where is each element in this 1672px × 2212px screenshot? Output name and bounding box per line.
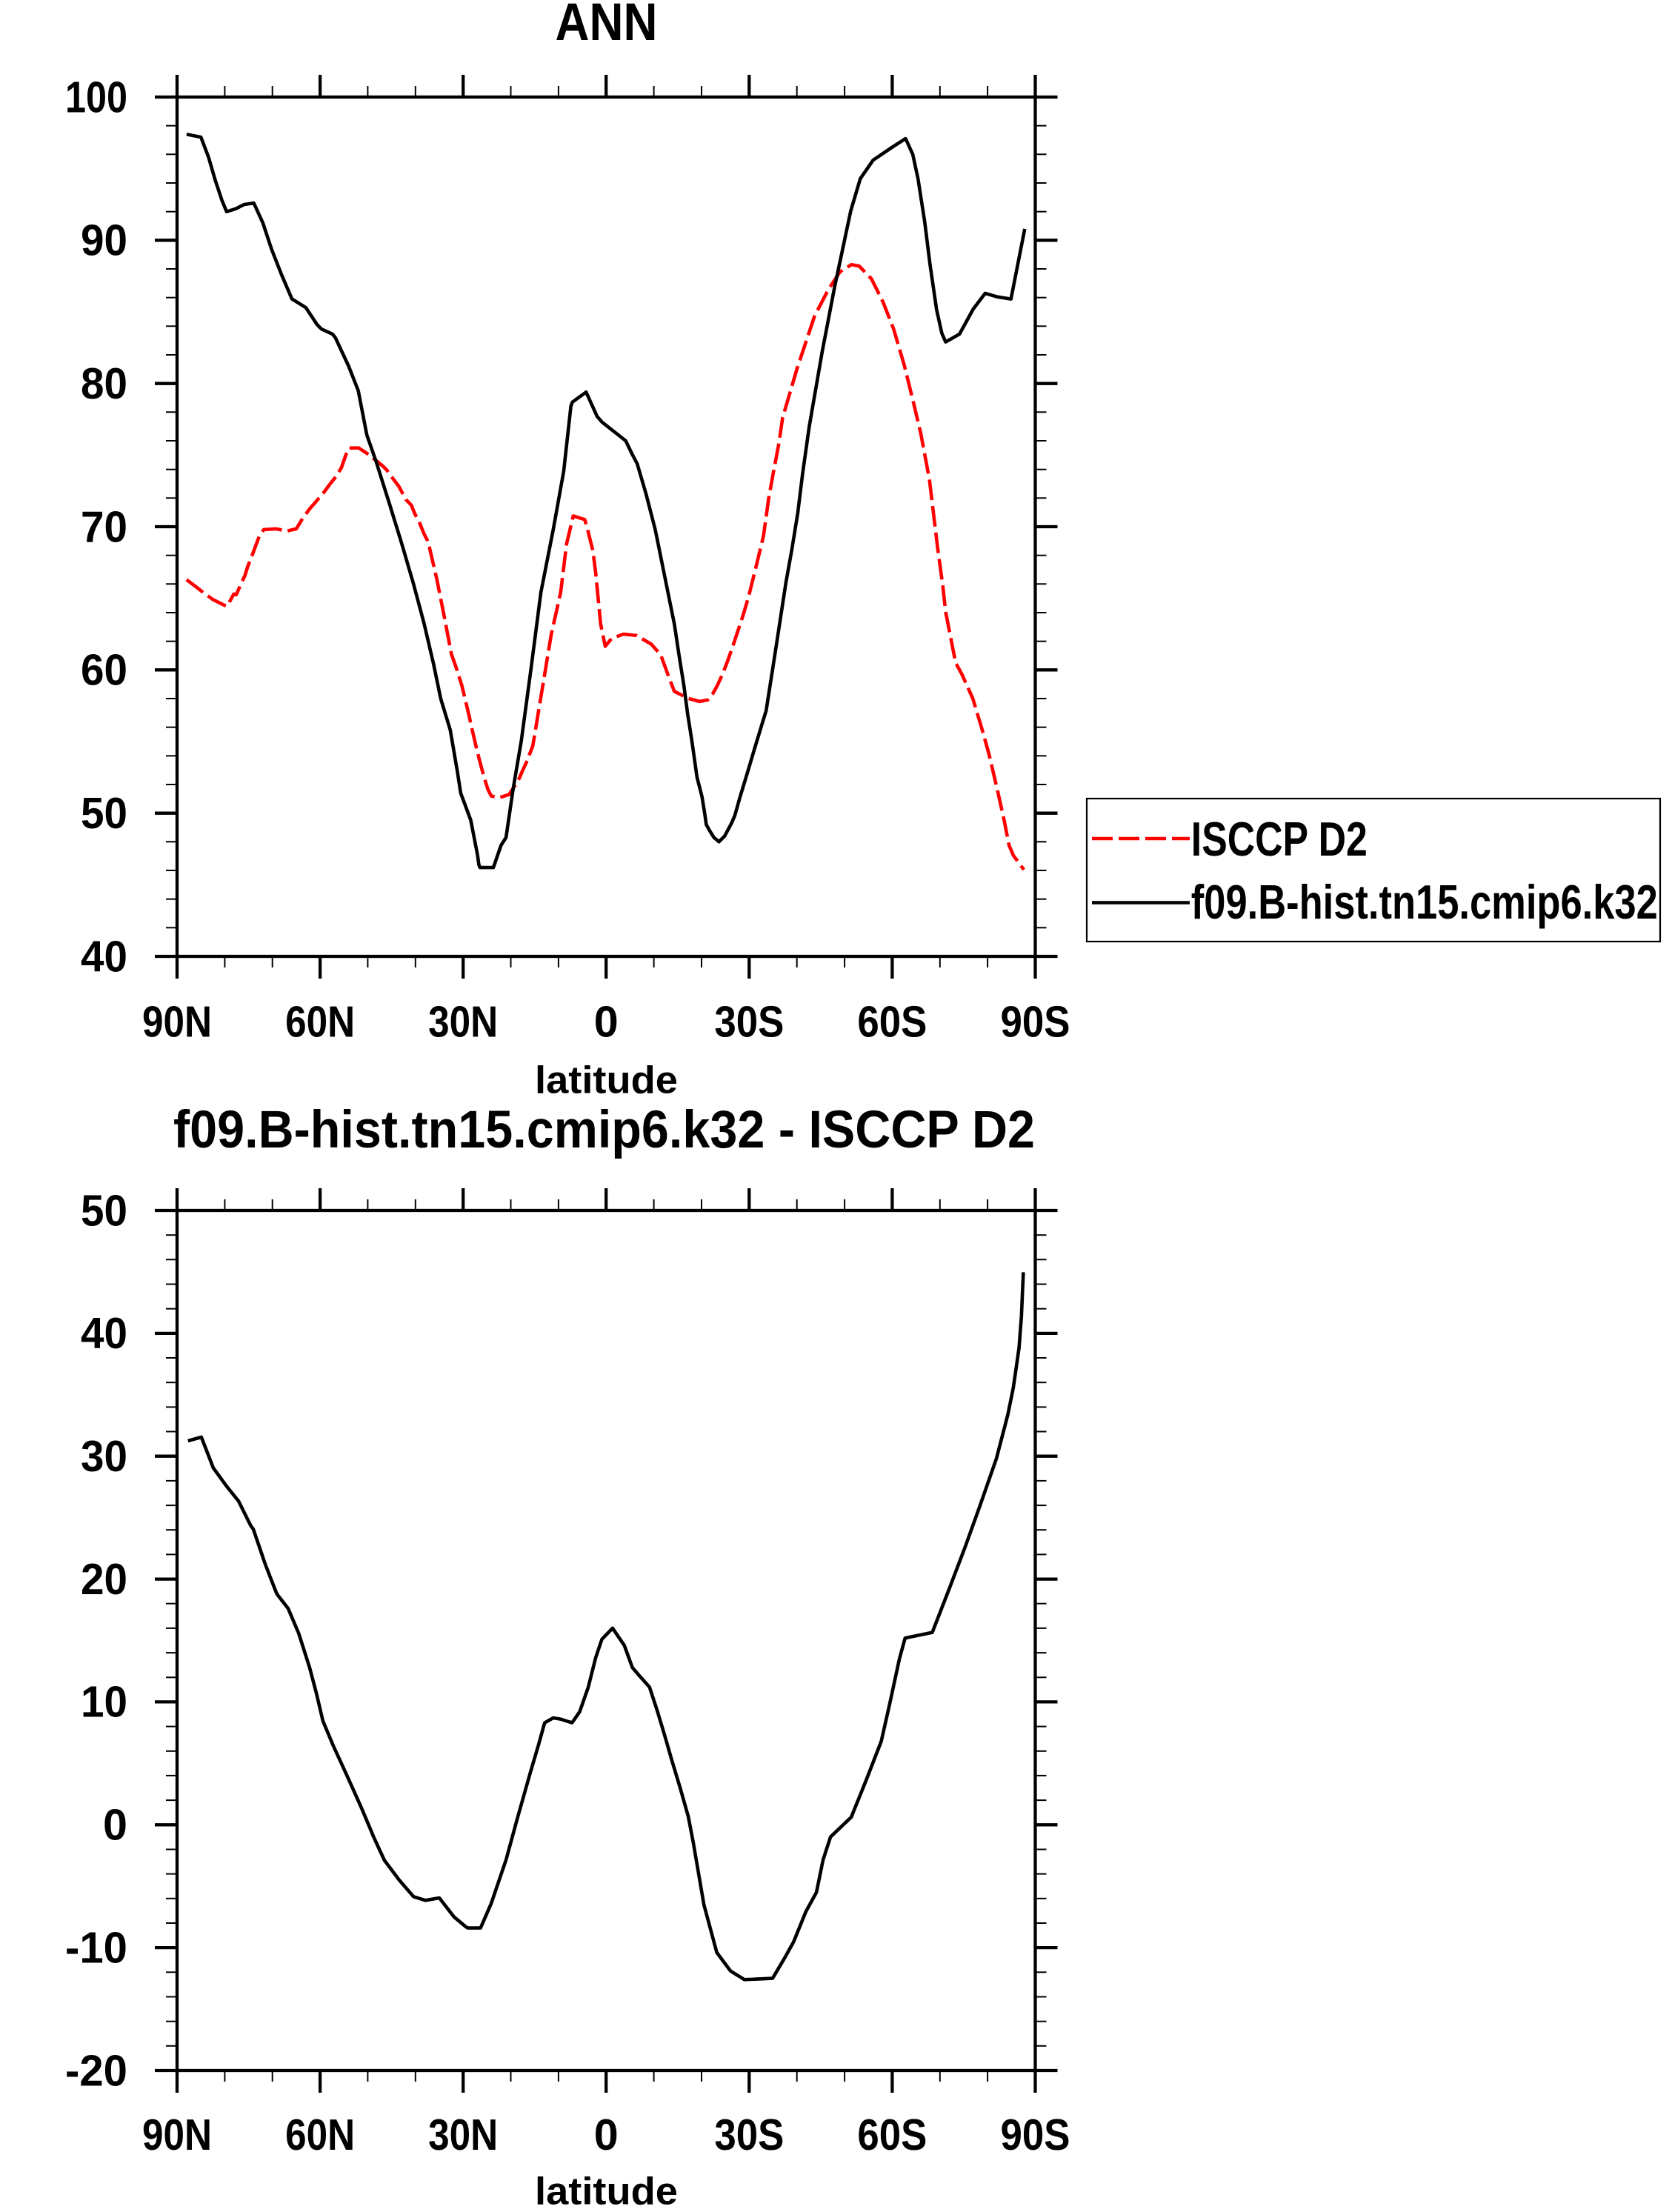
svg-text:f09.B-hist.tn15.cmip6.k32: f09.B-hist.tn15.cmip6.k32 (1191, 875, 1658, 929)
svg-text:0: 0 (103, 1801, 127, 1850)
svg-text:60: 60 (81, 646, 127, 695)
svg-text:70: 70 (81, 502, 127, 551)
svg-text:50: 50 (81, 789, 127, 838)
svg-text:90S: 90S (1001, 997, 1070, 1046)
svg-text:90: 90 (81, 216, 127, 265)
svg-text:100: 100 (65, 73, 127, 121)
svg-text:0: 0 (594, 2111, 619, 2159)
svg-text:20: 20 (81, 1555, 127, 1604)
svg-text:80: 80 (81, 359, 127, 408)
svg-text:latitude: latitude (535, 2171, 678, 2212)
svg-text:30S: 30S (714, 997, 784, 1046)
svg-text:60S: 60S (857, 2111, 927, 2159)
svg-text:90N: 90N (142, 997, 212, 1046)
svg-text:0: 0 (594, 997, 619, 1046)
svg-text:ISCCP D2: ISCCP D2 (1191, 812, 1368, 866)
svg-text:f09.B-hist.tn15.cmip6.k32 - IS: f09.B-hist.tn15.cmip6.k32 - ISCCP D2 (173, 1101, 1035, 1159)
svg-text:-10: -10 (65, 1923, 127, 1972)
svg-text:90S: 90S (1001, 2111, 1070, 2159)
svg-text:30: 30 (81, 1432, 127, 1481)
svg-text:60N: 60N (285, 2111, 355, 2159)
svg-text:30S: 30S (714, 2111, 784, 2159)
svg-text:30N: 30N (428, 2111, 498, 2159)
svg-text:40: 40 (81, 1309, 127, 1358)
svg-text:-20: -20 (65, 2046, 127, 2095)
svg-text:latitude: latitude (535, 1059, 678, 1102)
svg-text:60N: 60N (285, 997, 355, 1046)
svg-text:ANN: ANN (556, 0, 658, 52)
svg-text:10: 10 (81, 1678, 127, 1727)
svg-text:40: 40 (81, 932, 127, 981)
svg-text:60S: 60S (857, 997, 927, 1046)
svg-text:30N: 30N (428, 997, 498, 1046)
svg-text:90N: 90N (142, 2111, 212, 2159)
svg-text:50: 50 (81, 1186, 127, 1235)
